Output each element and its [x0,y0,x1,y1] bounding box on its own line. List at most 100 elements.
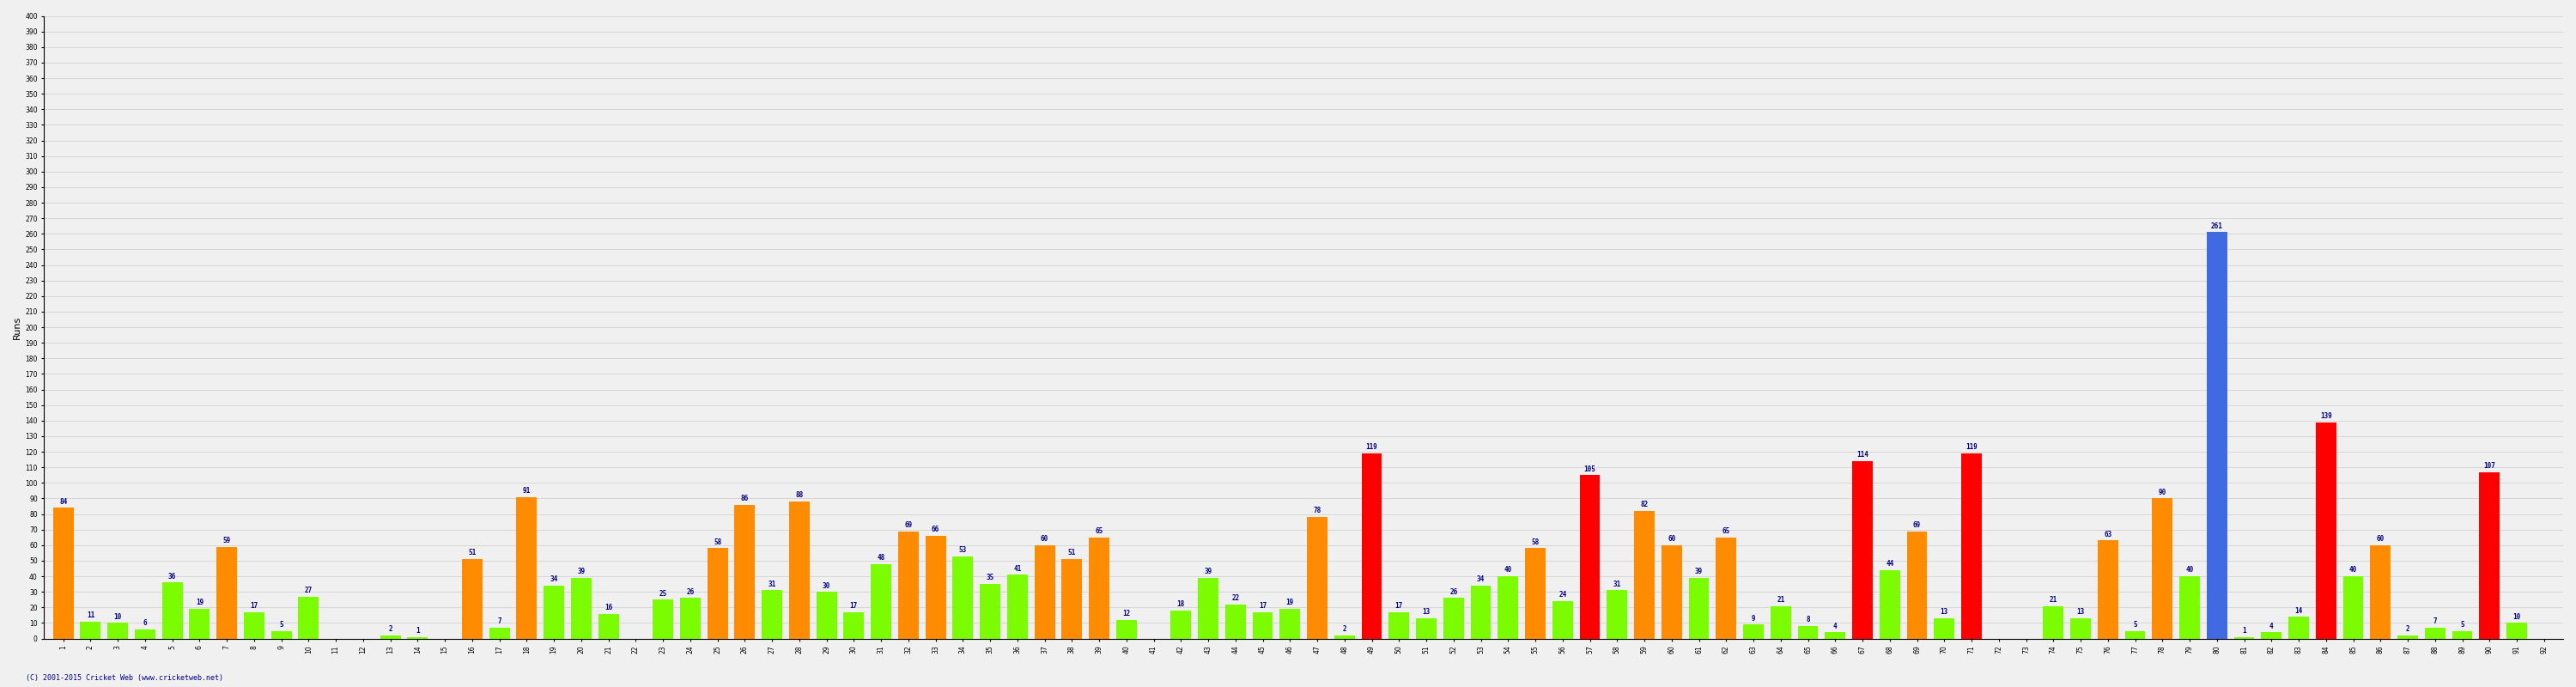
Bar [1935,618,1955,639]
Bar [2370,545,2391,639]
Bar [734,505,755,639]
Text: 58: 58 [1530,538,1540,546]
Text: 139: 139 [2321,412,2331,420]
Bar [2344,576,2362,639]
Bar [1662,545,1682,639]
Bar [134,629,155,639]
Text: 91: 91 [523,487,531,495]
Text: 2: 2 [389,625,392,633]
Bar [652,600,672,639]
Text: 60: 60 [2378,535,2385,543]
Bar [1170,611,1190,639]
Text: 30: 30 [822,582,829,589]
Text: 2: 2 [1342,625,1347,633]
Text: 22: 22 [1231,594,1239,602]
Bar [2151,499,2172,639]
Text: 65: 65 [1723,528,1731,535]
Bar [1334,635,1355,639]
Text: 114: 114 [1857,451,1868,459]
Bar [2208,232,2228,639]
Bar [216,547,237,639]
Text: 59: 59 [224,537,232,544]
Text: 27: 27 [304,587,312,594]
Text: 18: 18 [1177,600,1185,608]
Text: 86: 86 [742,495,750,502]
Bar [1690,578,1708,639]
Bar [1579,475,1600,639]
Bar [1306,517,1327,639]
Bar [2398,635,2419,639]
Bar [1417,618,1437,639]
Text: 31: 31 [1613,581,1620,588]
Bar [1525,548,1546,639]
Bar [108,623,129,639]
Text: 1: 1 [415,627,420,635]
Bar [1497,576,1517,639]
Text: 60: 60 [1041,535,1048,543]
Bar [842,612,863,639]
Text: 19: 19 [196,599,204,607]
Text: 5: 5 [2460,621,2465,629]
Text: 53: 53 [958,546,966,554]
Text: 44: 44 [1886,560,1893,567]
Bar [2071,618,2092,639]
Text: 17: 17 [850,602,858,610]
Bar [188,609,209,639]
Text: 40: 40 [1504,566,1512,574]
Text: 82: 82 [1641,501,1649,508]
Text: 7: 7 [497,618,502,625]
Bar [1115,620,1136,639]
Text: 90: 90 [2159,488,2166,496]
Text: 2: 2 [2406,625,2409,633]
Bar [925,536,945,639]
Bar [2316,423,2336,639]
Bar [1471,585,1492,639]
Bar [1852,461,1873,639]
Bar [1880,570,1901,639]
Bar [1443,598,1463,639]
Text: 6: 6 [144,619,147,627]
Text: 35: 35 [987,574,994,582]
Text: 69: 69 [904,521,912,529]
Bar [1906,531,1927,639]
Bar [2125,631,2146,639]
Text: 84: 84 [59,498,67,506]
Bar [381,635,402,639]
Text: 63: 63 [2105,530,2112,538]
Bar [1036,545,1056,639]
Bar [1633,511,1654,639]
Text: 5: 5 [278,621,283,629]
Text: 19: 19 [1285,599,1293,607]
Bar [162,583,183,639]
Text: 17: 17 [250,602,258,610]
Bar [708,548,729,639]
Bar [680,598,701,639]
Bar [2506,623,2527,639]
Text: 24: 24 [1558,591,1566,599]
Bar [1960,453,1981,639]
Text: 34: 34 [1476,576,1484,583]
Text: 26: 26 [1450,588,1458,596]
Text: 40: 40 [2349,566,2357,574]
Text: 39: 39 [1695,567,1703,576]
Text: 12: 12 [1123,610,1131,618]
Bar [598,613,618,639]
Bar [1388,612,1409,639]
Text: 51: 51 [1069,549,1077,557]
Bar [461,559,482,639]
Text: 13: 13 [1940,608,1947,616]
Bar [1363,453,1381,639]
Bar [270,631,291,639]
Text: 69: 69 [1914,521,1922,529]
Bar [953,556,974,639]
Text: 26: 26 [685,588,693,596]
Bar [2262,632,2282,639]
Text: 48: 48 [876,554,886,561]
Text: 39: 39 [577,567,585,576]
Text: 25: 25 [659,589,667,597]
Text: 66: 66 [933,526,940,534]
Bar [2097,541,2117,639]
Text: 8: 8 [1806,616,1811,624]
Text: 31: 31 [768,581,775,588]
Bar [245,612,265,639]
